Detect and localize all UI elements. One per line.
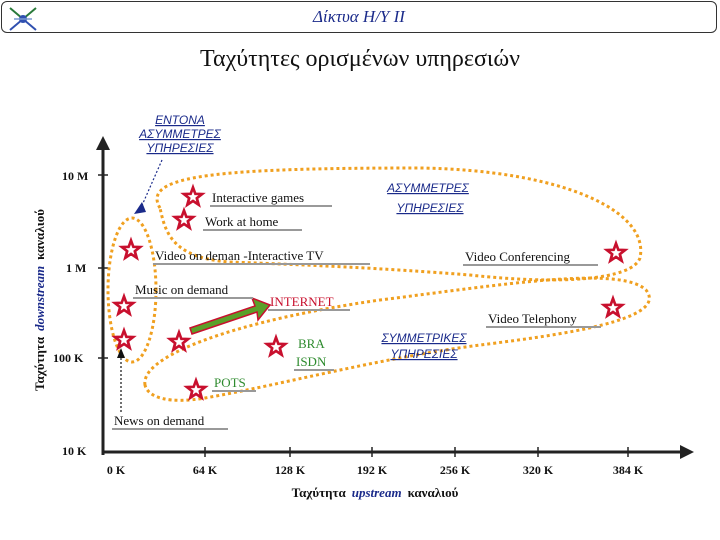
star-video-conferencing-inner (607, 244, 625, 260)
course-logo-icon (9, 7, 37, 31)
group-asym-line1: ΑΣΥΜΜΕΤΡΕΣ (386, 181, 470, 195)
y-tick-1m: 1 M (66, 261, 86, 275)
group-intense-line1: ΕΝΤΟΝΑ (155, 113, 205, 127)
group-intense-line2: ΑΣΥΜΜΕΤΡΕΣ (138, 127, 222, 141)
ellipse-intense-asym (106, 216, 158, 364)
label-internet: INTERNET (270, 294, 334, 309)
header-title: Δίκτυα Η/Υ ΙΙ (313, 7, 405, 26)
label-bra: BRA (298, 336, 325, 351)
news-pointer-arrow (117, 348, 125, 358)
label-interactive-games: Interactive games (212, 190, 304, 205)
x-axis-label: Ταχύτητα upstream καναλιού (292, 485, 459, 500)
star-internet-start-inner (170, 333, 188, 349)
header-bar: Δίκτυα Η/Υ ΙΙ (1, 1, 717, 33)
y-axis-arrow (96, 136, 110, 150)
x-axis-arrow (680, 445, 694, 459)
x-tick-192k: 192 K (357, 463, 388, 477)
label-news-on-demand: News on demand (114, 413, 205, 428)
group-sym-line2: ΥΠΗΡΕΣΙΕΣ (390, 347, 458, 361)
pointer-line (139, 159, 163, 211)
page-title: Ταχύτητες ορισμένων υπηρεσιών (199, 46, 520, 72)
star-pots-inner (187, 381, 205, 397)
star-interactive-games-inner (184, 188, 202, 204)
pointer-arrow (134, 202, 146, 214)
y-tick-100k: 100 K (53, 351, 84, 365)
label-pots: POTS (214, 375, 246, 390)
ellipse-asym (155, 166, 643, 282)
star-video-on-demand-inner (122, 241, 140, 257)
label-video-on-demand: Video on deman -Interactive TV (155, 248, 324, 263)
star-music-on-demand-inner (115, 297, 133, 313)
group-asym-line2: ΥΠΗΡΕΣΙΕΣ (396, 201, 464, 215)
label-work-at-home: Work at home (205, 214, 279, 229)
star-work-at-home-inner (175, 211, 193, 227)
x-tick-384k: 384 K (613, 463, 644, 477)
star-bra-inner (267, 338, 285, 354)
x-tick-256k: 256 K (440, 463, 471, 477)
x-tick-320k: 320 K (523, 463, 554, 477)
x-tick-128k: 128 K (275, 463, 306, 477)
label-video-conferencing: Video Conferencing (465, 249, 570, 264)
label-isdn: ISDN (296, 354, 327, 369)
label-video-telephony: Video Telephony (488, 311, 577, 326)
y-tick-10k: 10 K (62, 444, 87, 458)
label-music-on-demand: Music on demand (135, 282, 229, 297)
y-axis-label: Ταχύτηταdownstreamκαναλιού (32, 209, 47, 391)
group-sym-line1: ΣΥΜΜΕΤΡΙΚΕΣ (380, 331, 467, 345)
x-tick-64k: 64 K (193, 463, 218, 477)
star-news-on-demand-inner (115, 331, 133, 347)
star-video-telephony-inner (604, 299, 622, 315)
internet-arrow (189, 296, 272, 335)
y-tick-10m: 10 M (62, 169, 88, 183)
group-intense-line3: ΥΠΗΡΕΣΙΕΣ (146, 141, 214, 155)
x-tick-0k: 0 K (107, 463, 126, 477)
